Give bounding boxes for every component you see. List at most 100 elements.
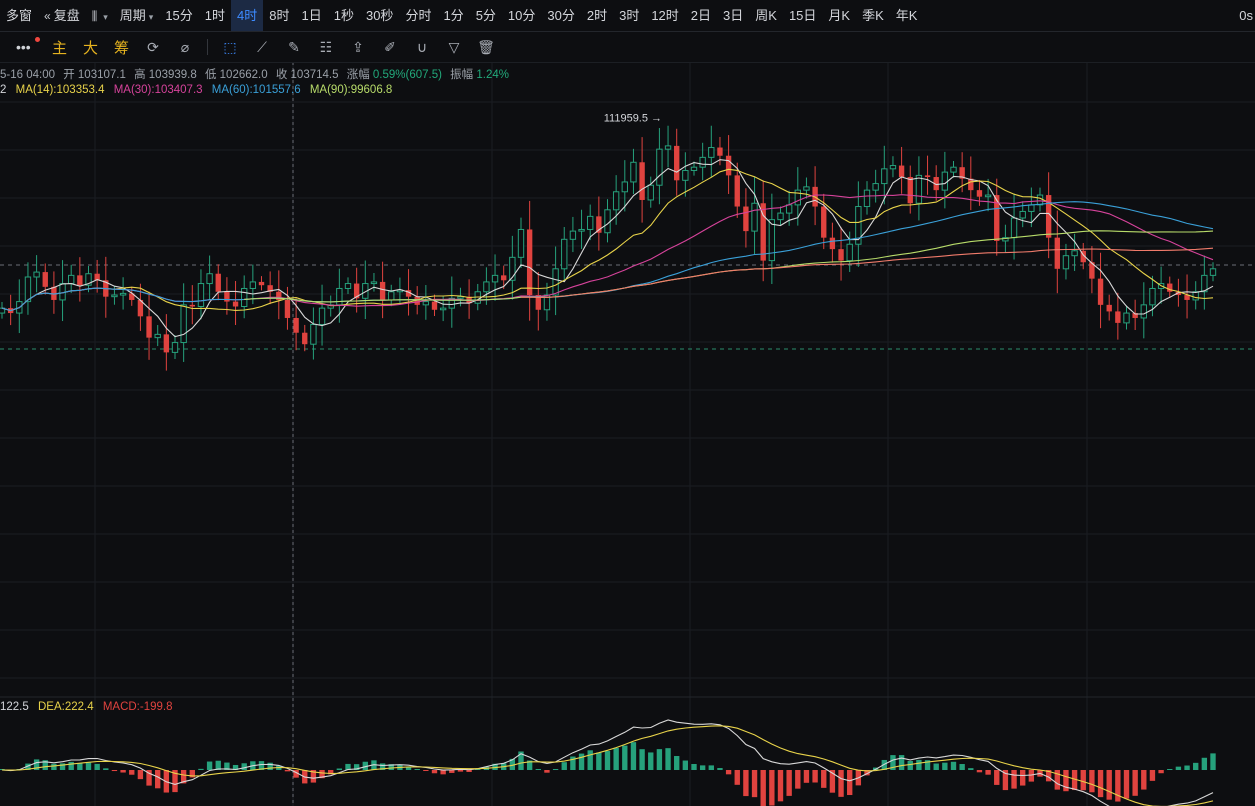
macd-bar [1167,769,1173,770]
period-label: 2时 [586,8,608,23]
cursor-icon[interactable]: ⬚ [223,38,237,55]
candle-body [785,204,793,214]
dea-line [1,725,1214,806]
period-21[interactable]: 周K [749,0,783,31]
macd-bar [388,764,394,770]
period-7[interactable]: 8时 [263,0,295,31]
period-0[interactable]: 多窗 [0,0,38,31]
period-label: 1日 [301,8,322,23]
compare-icon[interactable]: ☷ [319,38,333,55]
period-4[interactable]: 15分 [159,0,198,31]
indicator-big-button[interactable]: 大 [82,39,98,57]
macd-legend-dea: DEA:222.4 [37,701,94,713]
macd-bar [959,764,965,770]
candle-body [924,175,931,178]
refresh-icon[interactable]: ⟳ [147,38,159,55]
macd-bar [94,763,100,770]
toolbar-divider [207,39,208,55]
macd-bar [111,770,118,772]
period-label: 多窗 [6,8,33,23]
candle-body [344,283,352,289]
filter-icon[interactable]: ▽ [448,38,460,55]
change-label: 涨幅 [346,69,370,81]
candle-body [249,281,257,289]
candle-body [526,229,533,296]
candle-body [353,283,360,299]
period-25[interactable]: 年K [890,0,924,31]
candle-body [621,181,628,193]
candle-body [1201,274,1208,293]
period-16[interactable]: 2时 [581,0,613,31]
period-24[interactable]: 季K [856,0,890,31]
candle-body [457,296,464,299]
macd-bar [1089,770,1095,793]
macd-bar [362,761,368,770]
period-20[interactable]: 3日 [717,0,749,31]
macd-bar [1149,770,1156,781]
ma14-line [1,168,1214,312]
candle-body [664,145,672,150]
note-icon[interactable]: ✐ [384,38,396,55]
macd-bar [708,765,714,770]
brush-off-icon[interactable]: ⌀ [180,38,190,55]
macd-bar [864,770,870,776]
macd-bar [77,763,83,770]
candle-body [1140,304,1147,319]
macd-bar [206,761,213,770]
macd-bar [881,759,887,770]
indicator-main-button[interactable]: 主 [51,39,67,57]
candle-body [690,166,698,171]
candle-body [717,147,723,156]
indicator-chips-button[interactable]: 筹 [113,39,129,57]
candle-body [872,183,879,191]
period-17[interactable]: 3时 [613,0,645,31]
candle-body [915,174,923,204]
macd-bar [345,763,351,770]
period-1[interactable]: «复盘 [38,0,86,31]
macd-bar [431,770,438,774]
dif-line [1,719,1214,806]
macd-bar [674,756,680,770]
macd-bar [241,763,247,770]
period-8[interactable]: 1日 [296,0,328,31]
period-18[interactable]: 12时 [645,0,684,31]
period-15[interactable]: 30分 [541,0,580,31]
candle-body [846,243,853,262]
period-14[interactable]: 10分 [502,0,541,31]
period-11[interactable]: 分时 [399,0,437,31]
period-3[interactable]: 周期 ▾ [114,0,160,31]
period-12[interactable]: 1分 [437,0,469,31]
macd-bar [414,769,420,770]
candle-body [267,285,273,292]
magnet-icon[interactable]: ∪ [416,38,428,55]
candle-body [656,148,663,186]
period-6[interactable]: 4时 [231,0,264,31]
period-13[interactable]: 5分 [470,0,502,31]
macd-legend: 122.5 DEA:222.4 MACD:-199.8 [0,701,178,713]
period-22[interactable]: 15日 [783,0,822,31]
period-5[interactable]: 1时 [199,0,231,31]
macd-bar [743,770,749,797]
macd-bar [803,770,810,783]
ma-long-line [520,247,1214,298]
pen-icon[interactable]: ✎ [288,38,300,55]
macd-bar [1045,770,1052,782]
period-10[interactable]: 30秒 [360,0,399,31]
trash-icon[interactable]: 🗑 [477,38,495,55]
candle-body [751,202,758,232]
macd-bar [656,749,663,770]
period-19[interactable]: 2日 [685,0,717,31]
period-9[interactable]: 1秒 [328,0,360,31]
more-menu-icon[interactable]: ••• [0,37,44,55]
candle-body [293,317,299,333]
candle-body [1002,237,1009,242]
export-icon[interactable]: ⇪ [352,38,364,55]
candle-body [1054,237,1060,269]
chart-type-button[interactable]: ⫼ ▾ [86,0,114,31]
period-label: 2日 [690,8,712,23]
candle-body [777,212,784,221]
period-23[interactable]: 月K [822,0,856,31]
ruler-icon[interactable]: ⟋ [257,38,267,55]
candle-body [1028,204,1035,212]
